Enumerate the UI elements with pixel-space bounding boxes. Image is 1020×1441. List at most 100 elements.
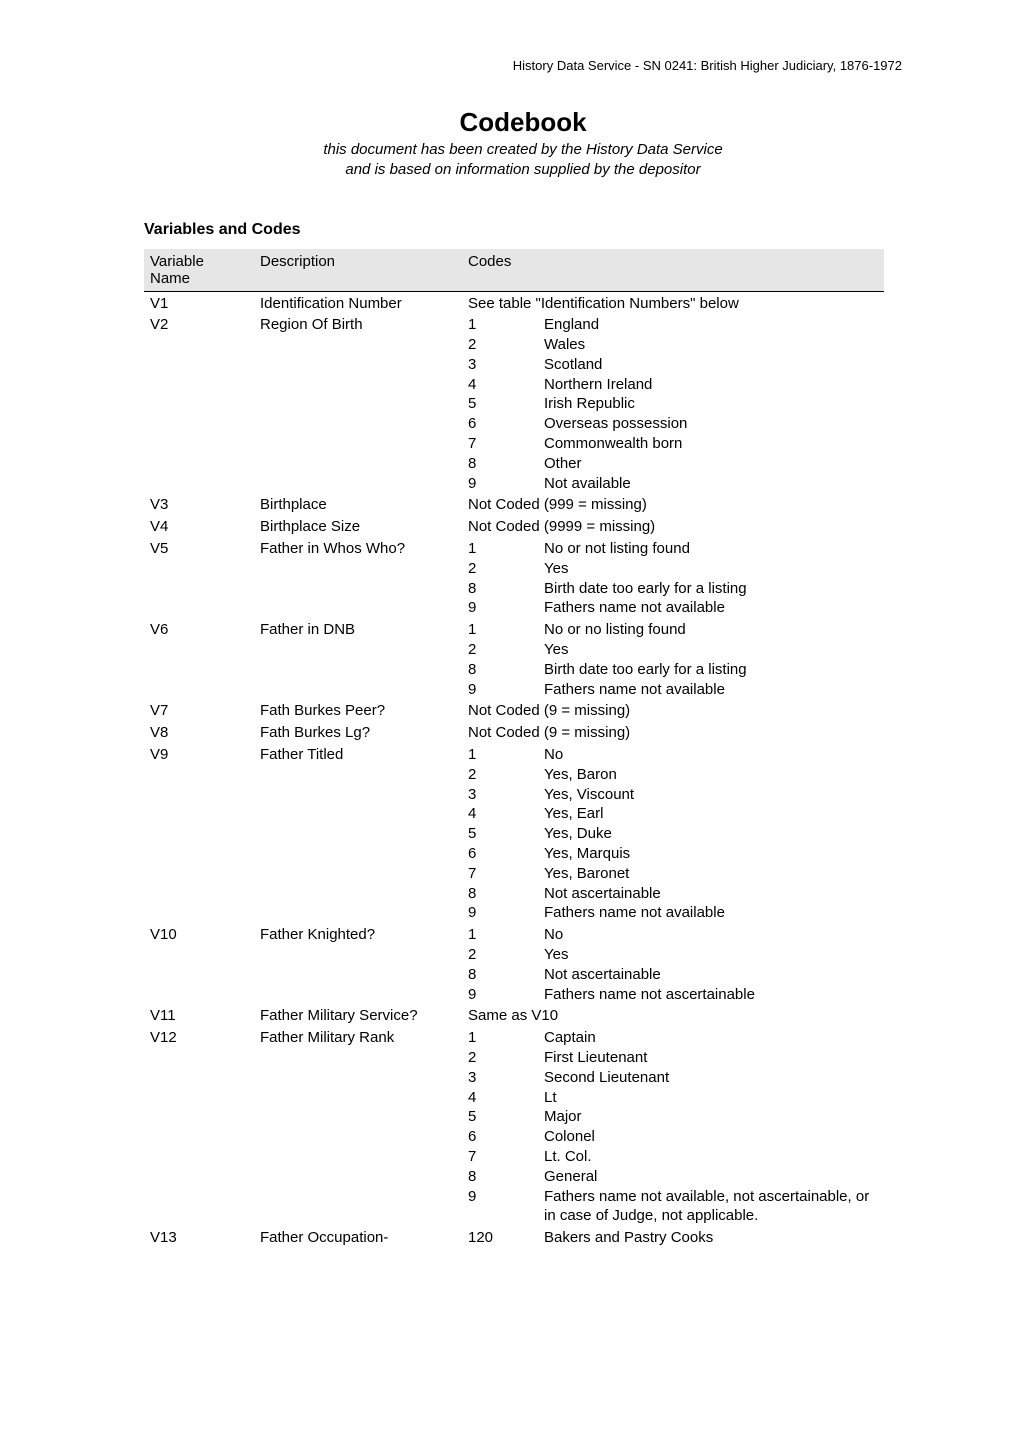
cell-code-value: Other — [538, 454, 884, 474]
cell-description — [254, 1167, 462, 1187]
cell-code-value: Bakers and Pastry Cooks — [538, 1226, 884, 1248]
cell-code-key: 7 — [462, 434, 538, 454]
cell-variable-name: V1 — [144, 291, 254, 313]
table-row: 3Yes, Viscount — [144, 785, 884, 805]
cell-variable-name: V3 — [144, 493, 254, 515]
table-row: 7Yes, Baronet — [144, 864, 884, 884]
cell-description — [254, 335, 462, 355]
section-heading: Variables and Codes — [144, 221, 902, 239]
cell-code-key: 8 — [462, 579, 538, 599]
table-row: 5Irish Republic — [144, 394, 884, 414]
cell-description — [254, 375, 462, 395]
cell-description — [254, 454, 462, 474]
cell-variable-name — [144, 945, 254, 965]
cell-description — [254, 660, 462, 680]
cell-code-key: 9 — [462, 598, 538, 618]
cell-variable-name — [144, 375, 254, 395]
cell-code-value: England — [538, 313, 884, 335]
cell-variable-name: V10 — [144, 923, 254, 945]
cell-code-value: Scotland — [538, 355, 884, 375]
cell-variable-name — [144, 785, 254, 805]
codebook-table: Variable Name Description Codes V1Identi… — [144, 249, 884, 1248]
cell-description: Identification Number — [254, 291, 462, 313]
cell-code-key: 8 — [462, 965, 538, 985]
table-row: V9Father Titled1No — [144, 743, 884, 765]
cell-code-key: 8 — [462, 454, 538, 474]
table-row: V10Father Knighted?1No — [144, 923, 884, 945]
table-body: V1Identification NumberSee table "Identi… — [144, 291, 884, 1248]
cell-code-value: Yes, Baronet — [538, 864, 884, 884]
table-row: 4Yes, Earl — [144, 804, 884, 824]
cell-code-key: 2 — [462, 765, 538, 785]
cell-description — [254, 804, 462, 824]
cell-code-value: Not ascertainable — [538, 965, 884, 985]
cell-variable-name: V12 — [144, 1026, 254, 1048]
cell-description — [254, 434, 462, 454]
cell-description — [254, 1068, 462, 1088]
table-row: 7Lt. Col. — [144, 1147, 884, 1167]
table-row: 3Scotland — [144, 355, 884, 375]
cell-code-key: 2 — [462, 640, 538, 660]
cell-variable-name — [144, 1167, 254, 1187]
cell-variable-name — [144, 640, 254, 660]
cell-code-key: 8 — [462, 660, 538, 680]
table-row: 6Colonel — [144, 1127, 884, 1147]
cell-code-key: 4 — [462, 804, 538, 824]
cell-code-key: 3 — [462, 1068, 538, 1088]
cell-variable-name: V9 — [144, 743, 254, 765]
cell-code-value: First Lieutenant — [538, 1048, 884, 1068]
table-row: 9Fathers name not available — [144, 680, 884, 700]
col-header-codes: Codes — [462, 249, 884, 292]
cell-code-value: Commonwealth born — [538, 434, 884, 454]
cell-description — [254, 824, 462, 844]
cell-description — [254, 884, 462, 904]
cell-variable-name: V5 — [144, 537, 254, 559]
table-row: 5Major — [144, 1107, 884, 1127]
table-row: V3BirthplaceNot Coded (999 = missing) — [144, 493, 884, 515]
cell-description — [254, 598, 462, 618]
table-row: V13Father Occupation-120Bakers and Pastr… — [144, 1226, 884, 1248]
cell-variable-name — [144, 579, 254, 599]
cell-code-value: Birth date too early for a listing — [538, 660, 884, 680]
cell-description — [254, 640, 462, 660]
table-row: 4Lt — [144, 1088, 884, 1108]
cell-code-key: 3 — [462, 785, 538, 805]
cell-code-span: Not Coded (999 = missing) — [462, 493, 884, 515]
cell-variable-name — [144, 1068, 254, 1088]
cell-code-value: Yes — [538, 559, 884, 579]
cell-code-value: Yes — [538, 640, 884, 660]
cell-code-key: 8 — [462, 1167, 538, 1187]
cell-variable-name — [144, 844, 254, 864]
cell-code-key: 7 — [462, 864, 538, 884]
table-row: 8Birth date too early for a listing — [144, 579, 884, 599]
cell-code-key: 6 — [462, 844, 538, 864]
cell-description: Fath Burkes Lg? — [254, 721, 462, 743]
col-header-variable-line2: Name — [150, 270, 190, 287]
table-row: 9Not available — [144, 474, 884, 494]
cell-code-value: Not ascertainable — [538, 884, 884, 904]
cell-code-key: 7 — [462, 1147, 538, 1167]
cell-description: Father in DNB — [254, 618, 462, 640]
cell-description — [254, 1187, 462, 1227]
table-row: V8Fath Burkes Lg?Not Coded (9 = missing) — [144, 721, 884, 743]
table-row: 6Overseas possession — [144, 414, 884, 434]
table-row: V5Father in Whos Who?1No or not listing … — [144, 537, 884, 559]
cell-variable-name — [144, 765, 254, 785]
cell-code-key: 9 — [462, 680, 538, 700]
cell-description — [254, 559, 462, 579]
cell-code-span: Same as V10 — [462, 1004, 884, 1026]
cell-variable-name — [144, 1187, 254, 1227]
table-row: 9Fathers name not available — [144, 903, 884, 923]
cell-code-value: Fathers name not available — [538, 680, 884, 700]
cell-code-value: Yes, Viscount — [538, 785, 884, 805]
table-row: V4Birthplace SizeNot Coded (9999 = missi… — [144, 515, 884, 537]
col-header-variable: Variable Name — [144, 249, 254, 292]
cell-code-key: 1 — [462, 923, 538, 945]
cell-description: Father Occupation- — [254, 1226, 462, 1248]
cell-description — [254, 945, 462, 965]
cell-code-span: Not Coded (9999 = missing) — [462, 515, 884, 537]
cell-variable-name — [144, 884, 254, 904]
cell-code-value: Yes, Baron — [538, 765, 884, 785]
cell-code-key: 6 — [462, 1127, 538, 1147]
cell-code-value: Yes, Duke — [538, 824, 884, 844]
